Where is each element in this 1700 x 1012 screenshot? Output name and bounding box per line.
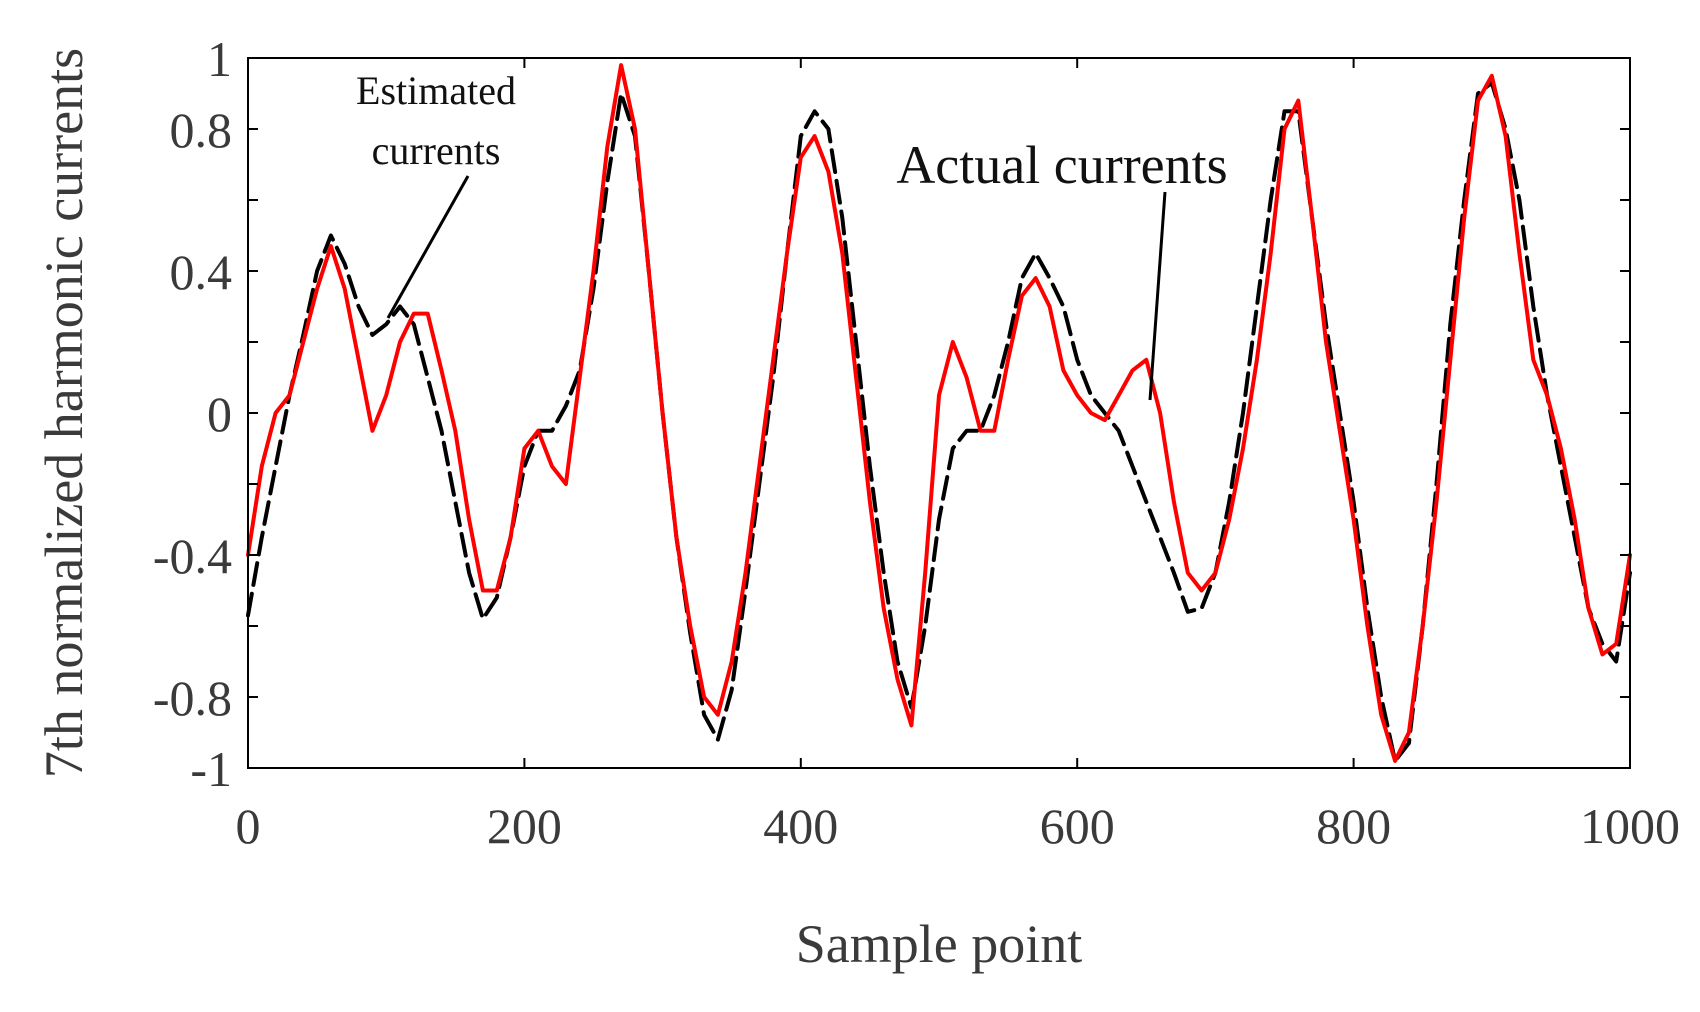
x-tick-label: 0 <box>236 798 261 854</box>
annotation-estimated-line1: Estimated <box>356 68 516 113</box>
y-axis-label: 7th normalized harmonic currents <box>34 48 94 778</box>
axis-ticks <box>247 57 1631 769</box>
y-tick-label: 1 <box>207 31 232 87</box>
y-tick-label: -1 <box>190 741 232 797</box>
annotation-actual: Actual currents <box>896 135 1227 195</box>
x-tick-label: 1000 <box>1580 798 1680 854</box>
y-tick-label: 0 <box>207 386 232 442</box>
series-line-actual <box>246 63 1632 763</box>
y-tick-label: 0.4 <box>170 244 233 300</box>
x-tick-label: 800 <box>1316 798 1391 854</box>
x-tick-label: 400 <box>763 798 838 854</box>
annotation-estimated-line2: currents <box>372 128 501 173</box>
x-tick-label: 200 <box>487 798 562 854</box>
x-tick-label: 600 <box>1040 798 1115 854</box>
annotation-actual-pointer <box>1148 191 1167 401</box>
y-axis-tick-labels: -1 -0.8 -0.4 0 0.4 0.8 1 <box>153 31 232 797</box>
y-tick-label: -0.8 <box>153 670 232 726</box>
x-axis-tick-labels: 0 200 400 600 800 1000 <box>236 798 1681 854</box>
annotation-estimated-pointer <box>386 175 470 319</box>
y-tick-label: -0.4 <box>153 528 232 584</box>
y-tick-label: 0.8 <box>170 102 233 158</box>
x-axis-label: Sample point <box>796 914 1082 974</box>
series-group <box>246 63 1632 763</box>
